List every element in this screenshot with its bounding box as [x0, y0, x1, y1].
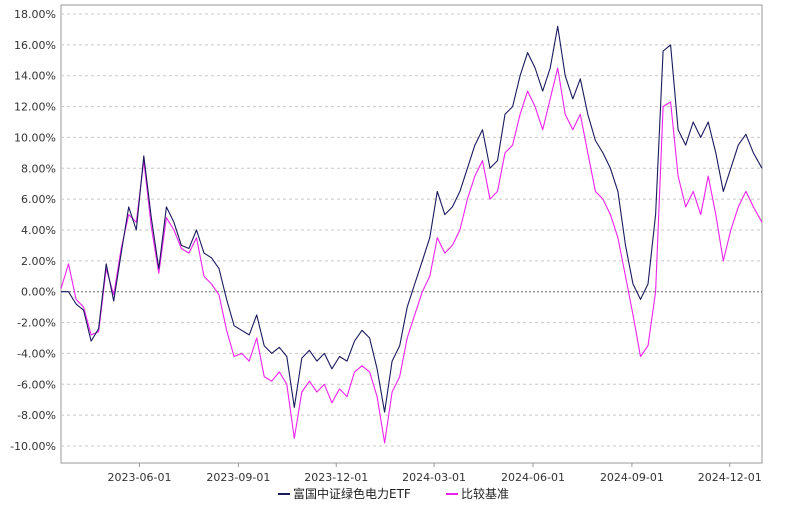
y-tick-label: 18.00%	[14, 8, 56, 21]
y-tick-label: 8.00%	[21, 162, 56, 175]
y-tick-label: 4.00%	[21, 224, 56, 237]
y-tick-label: 6.00%	[21, 193, 56, 206]
x-tick-label: 2024-09-01	[600, 471, 664, 484]
y-tick-label: 2.00%	[21, 255, 56, 268]
y-tick-label: 10.00%	[14, 131, 56, 144]
series-line-0	[61, 25, 763, 413]
y-tick-label: -8.00%	[17, 409, 56, 422]
y-tick-label: -10.00%	[10, 440, 56, 453]
y-tick-label: 14.00%	[14, 70, 56, 83]
grid-lines	[61, 13, 762, 447]
y-tick-label: -4.00%	[17, 347, 56, 360]
plot-area	[60, 4, 763, 464]
legend-label: 比较基准	[461, 486, 509, 501]
y-tick-label: 12.00%	[14, 101, 56, 114]
y-tick-label: 16.00%	[14, 39, 56, 52]
x-tick-label: 2024-12-01	[698, 471, 762, 484]
y-axis-ticks: 18.00% 16.00% 14.00% 12.00% 10.00% 8.00% 6.00%…	[10, 8, 56, 453]
y-tick-label: -6.00%	[17, 378, 56, 391]
x-axis-ticks: 2023-06-01 2023-09-01 2023-12-01 2024-03-01…	[108, 463, 762, 484]
y-tick-label: 0.00%	[21, 286, 56, 299]
legend-label: 富国中证绿色电力ETF	[293, 486, 411, 501]
legend: 富国中证绿色电力ETF 比较基准	[278, 486, 509, 501]
x-tick-label: 2024-03-01	[402, 471, 466, 484]
x-tick-label: 2023-12-01	[304, 471, 368, 484]
x-tick-label: 2023-09-01	[206, 471, 270, 484]
legend-item-0: 富国中证绿色电力ETF	[278, 486, 411, 501]
legend-item-1: 比较基准	[446, 486, 509, 501]
x-tick-label: 2023-06-01	[108, 471, 172, 484]
series-line-1	[60, 67, 763, 444]
x-tick-label: 2024-06-01	[501, 471, 565, 484]
series-lines	[60, 25, 763, 444]
y-tick-label: -2.00%	[17, 317, 56, 330]
